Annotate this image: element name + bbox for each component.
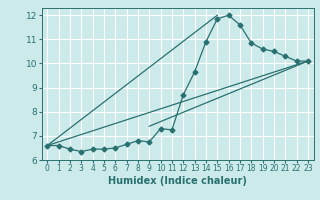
X-axis label: Humidex (Indice chaleur): Humidex (Indice chaleur) <box>108 176 247 186</box>
